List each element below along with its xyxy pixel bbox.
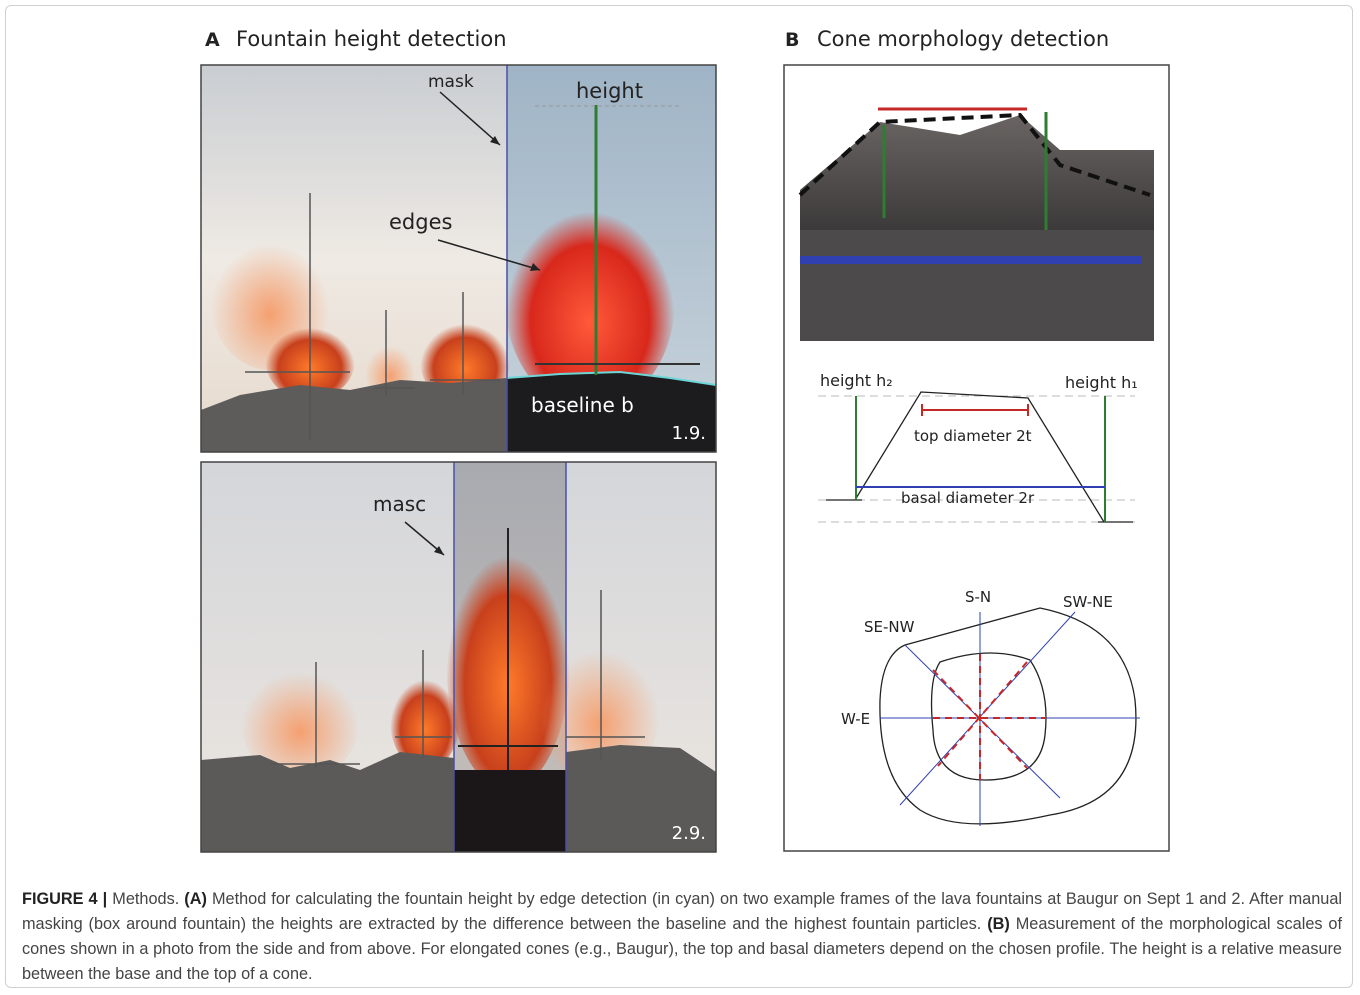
label: top diameter 2t <box>914 427 1032 445</box>
photo-frame-2: masc 2.9. <box>201 462 716 852</box>
annotation: edges <box>389 210 452 234</box>
label: S-N <box>965 588 991 606</box>
caption-label: FIGURE 4 | <box>22 890 107 908</box>
caption-ref: (A) <box>184 890 207 908</box>
label: height h₂ <box>820 371 893 390</box>
frame-date: 2.9. <box>672 823 706 844</box>
label: SE-NW <box>864 618 915 636</box>
page: A Fountain height detection mask height … <box>0 0 1360 995</box>
caption-text: Methods. <box>112 890 179 908</box>
panel-title: Fountain height detection <box>236 27 507 51</box>
figure: A Fountain height detection mask height … <box>0 0 1360 870</box>
caption-ref: (B) <box>987 915 1010 933</box>
figure-caption: FIGURE 4 | Methods. (A) Method for calcu… <box>22 887 1342 987</box>
photo-frame-1: mask height edges baseline b 1.9. <box>201 65 716 452</box>
panel-letter: A <box>205 29 220 51</box>
annotation: height <box>576 79 643 103</box>
label: height h₁ <box>1065 373 1138 392</box>
label: SW-NE <box>1063 593 1113 611</box>
panel-title: Cone morphology detection <box>817 27 1109 51</box>
frame-date: 1.9. <box>672 423 706 444</box>
label: W-E <box>841 710 870 728</box>
label: basal diameter 2r <box>901 489 1035 507</box>
panel-letter: B <box>785 29 799 51</box>
annotation: masc <box>373 492 426 516</box>
annotation: mask <box>428 72 474 92</box>
annotation: baseline b <box>531 393 634 417</box>
